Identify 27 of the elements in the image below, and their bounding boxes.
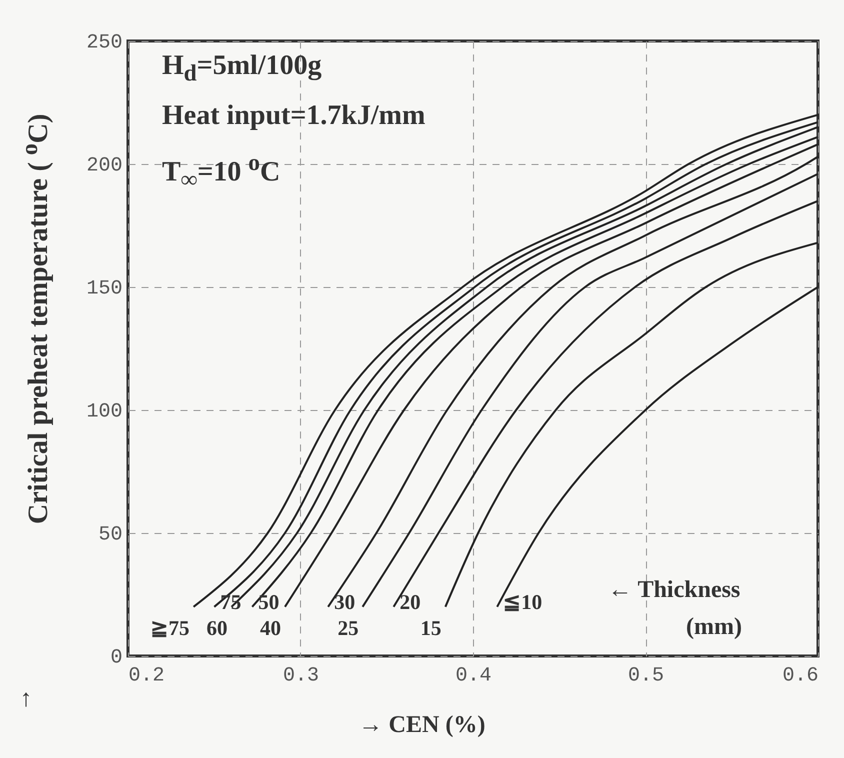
series-label: ≧75 (150, 616, 190, 640)
annotation: T$_{∞}$=10 $^{o}$C (162, 150, 280, 194)
y-tick-label: 200 (86, 154, 122, 178)
x-tick-label: 0.5 (628, 664, 664, 688)
text: ↑ (20, 686, 32, 713)
annotation: H$_{d}$=5ml/100g (162, 50, 322, 88)
x-tick-label: 0.3 (282, 664, 320, 688)
series-label: 40 (260, 616, 281, 640)
x-tick-label: 0.4 (455, 664, 492, 688)
annotation: ← Thickness (608, 577, 740, 604)
y-tick-label: 250 (86, 32, 122, 54)
series-label: ≦10 (503, 590, 542, 614)
series-label: 60 (206, 616, 228, 640)
y-tick-label: 50 (98, 524, 122, 546)
series-label: 20 (400, 590, 421, 614)
series-label: 50 (258, 590, 280, 614)
y-tick-label: 0 (110, 646, 122, 670)
x-axis-title: → CEN (%) (358, 712, 486, 739)
annotation: Heat input=1.7kJ/mm (162, 100, 426, 132)
series-label: 15 (420, 616, 442, 640)
y-tick-label: 100 (86, 400, 122, 424)
series-label: 30 (334, 590, 356, 614)
x-tick-label: 0.2 (128, 664, 165, 688)
annotation: (mm) (686, 614, 742, 641)
y-tick-label: 150 (86, 278, 122, 300)
series-label: 25 (338, 616, 359, 640)
x-tick-label: 0.6 (782, 664, 818, 688)
